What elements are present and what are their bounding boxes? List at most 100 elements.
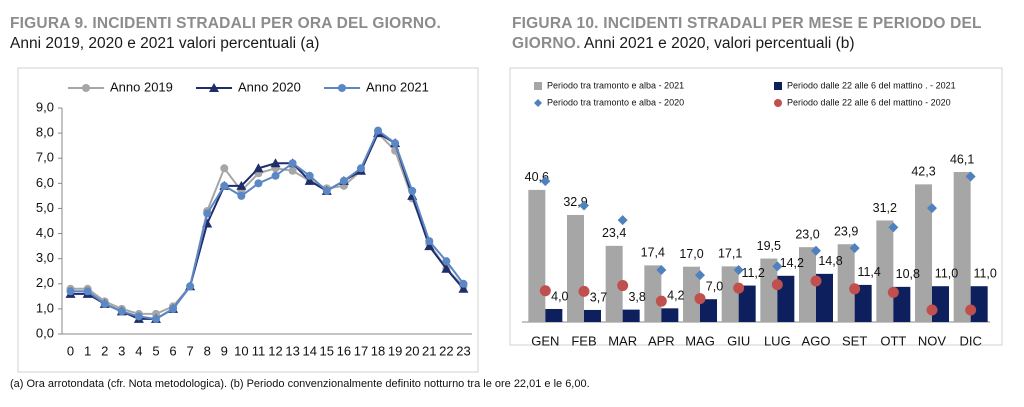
x-tick-label: 20 — [405, 343, 419, 358]
marker — [151, 314, 160, 323]
value-label: 11,0 — [973, 267, 996, 281]
marker — [100, 299, 109, 308]
series-line — [70, 131, 465, 320]
bar — [567, 214, 584, 322]
bar — [738, 285, 756, 322]
bar — [700, 299, 717, 322]
legend-label: Periodo tra tramonto e alba - 2021 — [547, 80, 684, 90]
x-tick-label: 16 — [337, 343, 351, 358]
marker — [888, 222, 899, 233]
value-label: 23,9 — [834, 225, 858, 239]
marker — [579, 200, 589, 211]
value-label: 14,2 — [780, 256, 804, 270]
title-block: FIGURA 10. INCIDENTI STRADALI PER MESE E… — [512, 14, 1017, 54]
marker — [458, 283, 469, 293]
y-tick-label: 7,0 — [36, 150, 54, 165]
x-tick-label: 19 — [388, 343, 402, 358]
chart-subtitle: Anni 2019, 2020 e 2021 valori percentual… — [10, 35, 320, 52]
chart-title: FIGURA 10. INCIDENTI STRADALI PER MESE E… — [512, 15, 982, 52]
x-tick-label: NOV — [918, 333, 947, 348]
marker — [304, 175, 315, 185]
marker — [288, 166, 297, 175]
bar — [721, 266, 739, 322]
x-tick-label: 15 — [320, 343, 334, 358]
x-tick-label: AGO — [802, 333, 831, 348]
marker — [253, 163, 264, 173]
y-tick-label: 8,0 — [36, 125, 54, 140]
legend-marker — [534, 99, 542, 107]
marker — [254, 179, 263, 188]
x-tick-label: 8 — [204, 343, 211, 358]
x-tick-label: LUG — [764, 333, 791, 348]
x-tick-label: 10 — [234, 343, 248, 358]
marker — [220, 164, 229, 173]
value-label: 23,0 — [795, 227, 819, 241]
value-label: 11,4 — [857, 265, 880, 279]
x-tick-label: 14 — [302, 343, 316, 358]
chart-subtitle: Anni 2021 e 2020, valori percentuali (b) — [584, 35, 855, 52]
x-tick-label: 3 — [118, 343, 125, 358]
marker — [849, 283, 861, 295]
marker — [66, 287, 75, 296]
y-tick-label: 0,0 — [36, 325, 54, 340]
marker — [441, 263, 452, 273]
x-tick-label: FEB — [571, 333, 596, 348]
legend-swatch — [534, 82, 542, 90]
value-label: 11,2 — [741, 266, 764, 280]
marker — [656, 264, 667, 275]
series-line — [70, 131, 465, 315]
marker — [887, 286, 899, 298]
x-tick-label: 11 — [252, 343, 266, 358]
marker — [442, 257, 451, 266]
marker — [425, 237, 434, 246]
marker — [810, 275, 822, 287]
value-label: 3,7 — [590, 290, 607, 304]
marker — [927, 203, 937, 214]
value-label: 17,4 — [641, 246, 665, 260]
x-tick-label: 2 — [101, 343, 108, 358]
marker — [117, 307, 126, 316]
marker — [186, 282, 195, 291]
marker — [220, 181, 229, 190]
value-label: 17,1 — [718, 247, 742, 261]
y-tick-label: 2,0 — [36, 275, 54, 290]
value-label: 46,1 — [950, 152, 974, 166]
marker — [270, 158, 281, 168]
x-tick-label: 6 — [169, 343, 176, 358]
legend-label: Anno 2020 — [238, 79, 301, 94]
bar — [799, 247, 816, 322]
y-tick-label: 9,0 — [36, 99, 54, 114]
legend-marker — [82, 84, 90, 92]
marker — [655, 295, 667, 307]
legend-swatch — [774, 82, 782, 90]
y-tick-label: 4,0 — [36, 225, 54, 240]
marker — [408, 186, 417, 195]
bar — [953, 172, 971, 322]
x-tick-label: MAG — [685, 333, 715, 348]
marker — [694, 293, 706, 305]
legend-label: Periodo tra tramonto e alba - 2020 — [547, 97, 684, 107]
marker — [237, 191, 246, 200]
x-tick-label: 0 — [67, 343, 74, 358]
chart-frame — [17, 67, 479, 373]
marker — [926, 304, 938, 316]
marker — [849, 243, 860, 254]
marker — [540, 176, 551, 187]
marker — [771, 279, 783, 291]
bar — [661, 308, 679, 322]
x-tick-label: SET — [842, 333, 867, 348]
marker — [169, 304, 178, 313]
marker — [811, 245, 821, 256]
bar — [683, 266, 700, 322]
bar — [644, 265, 662, 322]
y-tick-label: 3,0 — [36, 250, 54, 265]
marker — [617, 280, 629, 292]
marker — [965, 171, 976, 182]
value-label: 31,2 — [873, 201, 897, 215]
bar — [816, 273, 833, 322]
marker — [339, 176, 348, 185]
marker — [391, 139, 400, 148]
bar — [545, 308, 563, 322]
bar — [970, 286, 988, 322]
